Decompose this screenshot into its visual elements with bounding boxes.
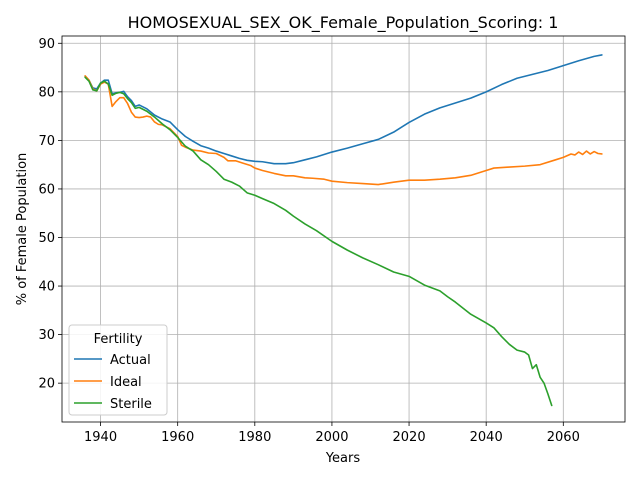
- y-tick-label: 90: [38, 37, 55, 52]
- y-tick-label: 60: [38, 182, 55, 197]
- y-tick-label: 30: [38, 328, 55, 343]
- legend-label-sterile: Sterile: [110, 397, 152, 412]
- y-axis-label: % of Female Population: [15, 153, 30, 306]
- y-tick-label: 40: [38, 280, 55, 295]
- x-tick-label: 2000: [315, 430, 348, 445]
- legend: Fertility Actual Ideal Sterile: [69, 325, 167, 415]
- x-tick-label: 1940: [84, 430, 117, 445]
- legend-label-ideal: Ideal: [110, 375, 142, 390]
- x-tick-label: 1960: [161, 430, 194, 445]
- x-tick-label: 1980: [238, 430, 271, 445]
- x-tick-label: 2020: [393, 430, 426, 445]
- series-line-actual: [85, 55, 602, 164]
- chart-title: HOMOSEXUAL_SEX_OK_Female_Population_Scor…: [128, 13, 559, 33]
- legend-label-actual: Actual: [110, 353, 151, 368]
- y-tick-label: 20: [38, 377, 55, 392]
- y-tick-label: 70: [38, 134, 55, 149]
- y-tick-label: 80: [38, 85, 55, 100]
- x-axis-label: Years: [325, 451, 361, 466]
- legend-title: Fertility: [94, 332, 143, 347]
- x-tick-label: 2060: [547, 430, 580, 445]
- y-tick-label: 50: [38, 231, 55, 246]
- x-tick-label: 2040: [470, 430, 503, 445]
